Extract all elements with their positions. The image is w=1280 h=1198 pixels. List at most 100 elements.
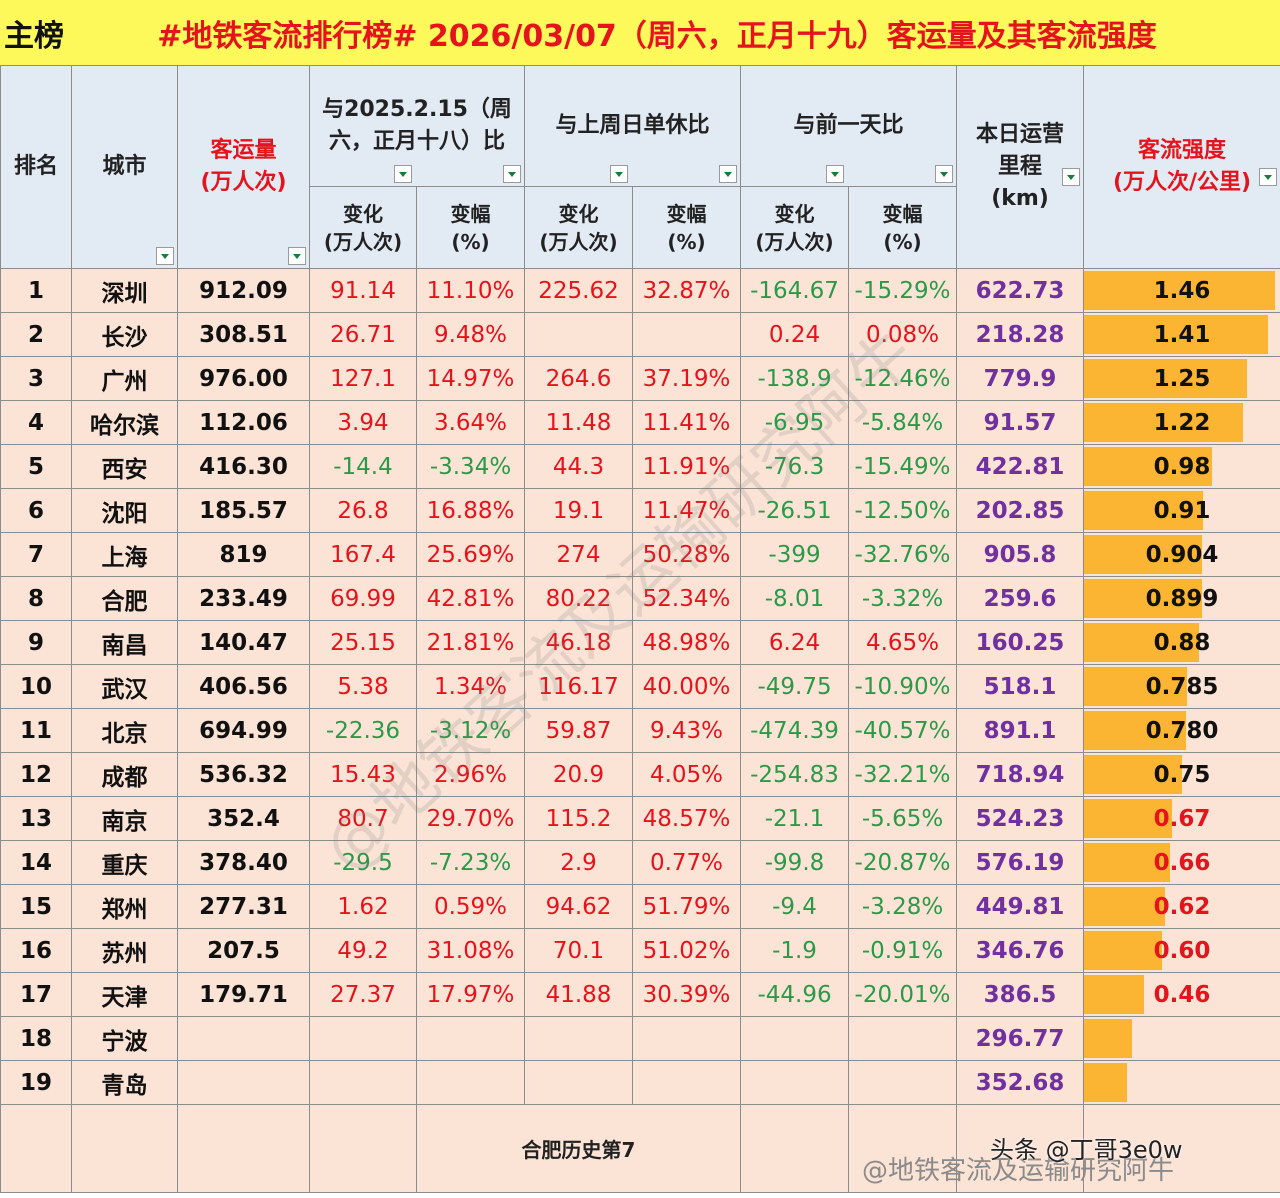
last-week-pct-cell: 48.98%	[631, 620, 742, 665]
filter-dropdown-icon[interactable]	[935, 165, 954, 183]
intensity-bar	[1084, 843, 1171, 882]
intensity-value: 0.62	[1153, 893, 1211, 920]
table-row: 15 郑州 277.31 1.62 0.59% 94.62 51.79% -9.4 -3.28%…	[0, 884, 1280, 929]
last-year-pct-cell	[416, 1060, 525, 1105]
filter-dropdown-icon[interactable]	[610, 165, 629, 183]
table-row: 6 沈阳 185.57 26.8 16.88% 19.1 11.47% -26.51 -12.5…	[0, 488, 1280, 533]
volume-cell: 179.71	[177, 972, 310, 1017]
prev-day-pct-cell: -12.46%	[848, 356, 958, 401]
city-cell: 郑州	[71, 884, 178, 929]
mileage-cell: 218.28	[956, 312, 1085, 357]
intensity-bar	[1084, 535, 1203, 574]
last-week-change-cell: 70.1	[524, 928, 633, 973]
mileage-cell: 202.85	[956, 488, 1085, 533]
intensity-value: 0.60	[1153, 937, 1211, 964]
prev-day-change-cell: -99.8	[740, 840, 850, 885]
subheader-change: 变化 (万人次)	[309, 186, 417, 269]
city-cell: 天津	[71, 972, 178, 1017]
city-cell: 成都	[71, 752, 178, 797]
header-volume: 客运量 (万人次)	[177, 65, 310, 269]
filter-dropdown-icon[interactable]	[719, 165, 738, 183]
city-cell: 武汉	[71, 664, 178, 709]
last-week-change-cell: 41.88	[524, 972, 633, 1017]
last-year-pct-cell: 25.69%	[416, 532, 525, 577]
table-row: 10 武汉 406.56 5.38 1.34% 116.17 40.00% -49.75 -10…	[0, 664, 1280, 709]
intensity-cell: 0.60	[1083, 928, 1280, 973]
subheader-pct: 变幅 (%)	[848, 186, 958, 269]
filter-dropdown-icon[interactable]	[1259, 168, 1278, 186]
rank-cell: 8	[0, 576, 72, 621]
prev-day-pct-cell: -20.01%	[848, 972, 958, 1017]
rank-cell: 18	[0, 1016, 72, 1061]
intensity-cell: 0.67	[1083, 796, 1280, 841]
prev-day-pct-cell: -15.49%	[848, 444, 958, 489]
volume-cell: 536.32	[177, 752, 310, 797]
prev-day-change-cell: -164.67	[740, 268, 850, 313]
intensity-bar	[1084, 271, 1275, 310]
filter-dropdown-icon[interactable]	[288, 247, 306, 265]
mileage-cell: 386.5	[956, 972, 1085, 1017]
last-year-pct-cell: 0.59%	[416, 884, 525, 929]
volume-cell: 233.49	[177, 576, 310, 621]
intensity-bar	[1084, 447, 1213, 486]
last-year-change-cell	[309, 1060, 417, 1105]
intensity-bar	[1084, 667, 1187, 706]
intensity-bar	[1084, 975, 1145, 1014]
city-cell: 重庆	[71, 840, 178, 885]
last-year-pct-cell: 29.70%	[416, 796, 525, 841]
header-intensity: 客流强度 (万人次/公里)	[1083, 65, 1280, 269]
filter-dropdown-icon[interactable]	[503, 165, 521, 183]
mileage-cell: 524.23	[956, 796, 1085, 841]
intensity-bar	[1084, 1019, 1133, 1058]
last-week-change-cell: 44.3	[524, 444, 633, 489]
list-tag: 主榜	[4, 18, 64, 54]
intensity-bar	[1084, 755, 1183, 794]
intensity-bar	[1084, 623, 1200, 662]
last-year-pct-cell	[416, 1016, 525, 1061]
last-week-change-cell: 115.2	[524, 796, 633, 841]
header-compare-last-year: 与2025.2.15（周六，正月十八）比	[309, 65, 525, 187]
prev-day-pct-cell: -15.29%	[848, 268, 958, 313]
prev-day-pct-cell	[848, 1016, 958, 1061]
filter-dropdown-icon[interactable]	[826, 165, 845, 183]
last-year-pct-cell: 17.97%	[416, 972, 525, 1017]
intensity-cell	[1083, 1016, 1280, 1061]
last-week-pct-cell: 30.39%	[631, 972, 742, 1017]
last-year-change-cell: 26.71	[309, 312, 417, 357]
filter-dropdown-icon[interactable]	[1062, 168, 1081, 186]
filter-dropdown-icon[interactable]	[394, 165, 412, 183]
intensity-value: 0.785	[1145, 673, 1219, 700]
last-year-change-cell: 15.43	[309, 752, 417, 797]
last-year-pct-cell: 1.34%	[416, 664, 525, 709]
last-week-pct-cell: 4.05%	[631, 752, 742, 797]
rank-cell: 2	[0, 312, 72, 357]
last-year-pct-cell: 42.81%	[416, 576, 525, 621]
last-week-pct-cell: 51.79%	[631, 884, 742, 929]
watermark-credit: 头条 @丁哥3e0w	[990, 1136, 1183, 1164]
mileage-cell: 449.81	[956, 884, 1085, 929]
rank-cell: 3	[0, 356, 72, 401]
header-compare-prev-day: 与前一天比	[740, 65, 958, 187]
last-week-pct-cell: 37.19%	[631, 356, 742, 401]
intensity-value: 1.41	[1153, 321, 1211, 348]
rank-cell: 11	[0, 708, 72, 753]
city-cell: 长沙	[71, 312, 178, 357]
mileage-cell: 622.73	[956, 268, 1085, 313]
footer-cell	[740, 1104, 850, 1193]
city-cell: 合肥	[71, 576, 178, 621]
table-row: 16 苏州 207.5 49.2 31.08% 70.1 51.02% -1.9 -0.91% 3…	[0, 928, 1280, 973]
prev-day-change-cell: -1.9	[740, 928, 850, 973]
last-week-pct-cell: 32.87%	[631, 268, 742, 313]
table-row: 12 成都 536.32 15.43 2.96% 20.9 4.05% -254.83 -32.…	[0, 752, 1280, 797]
mileage-cell: 346.76	[956, 928, 1085, 973]
prev-day-pct-cell: -32.76%	[848, 532, 958, 577]
last-year-change-cell: 3.94	[309, 400, 417, 445]
volume-cell: 406.56	[177, 664, 310, 709]
last-week-change-cell: 225.62	[524, 268, 633, 313]
last-year-pct-cell: 9.48%	[416, 312, 525, 357]
prev-day-pct-cell: -32.21%	[848, 752, 958, 797]
intensity-cell: 1.41	[1083, 312, 1280, 357]
header-compare-last-week: 与上周日单休比	[523, 65, 742, 187]
filter-dropdown-icon[interactable]	[156, 247, 174, 265]
last-week-pct-cell: 11.41%	[631, 400, 742, 445]
